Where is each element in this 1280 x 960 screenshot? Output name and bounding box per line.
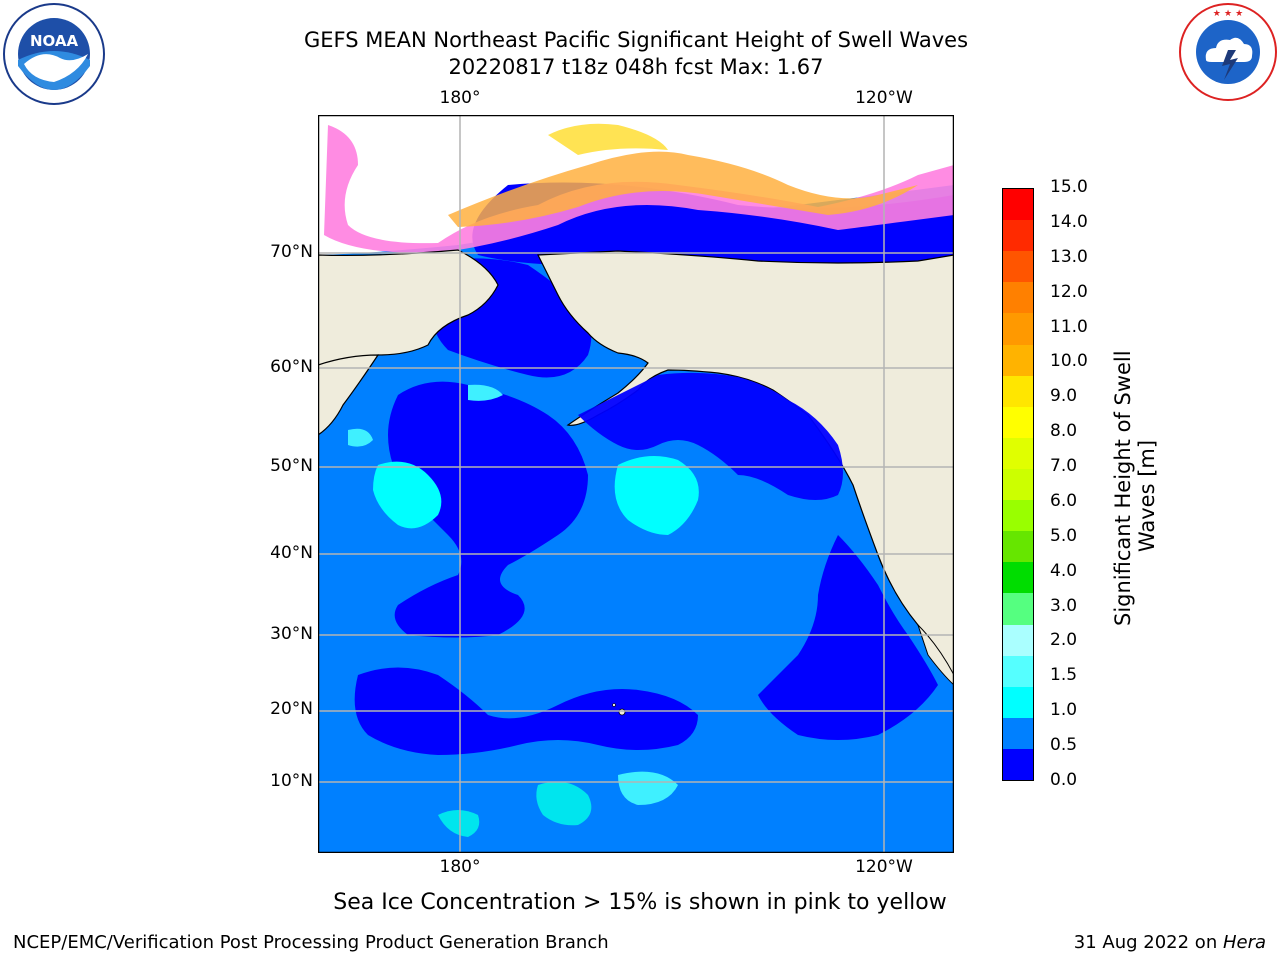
lon-label-top-180: 180° [439,88,481,108]
colorbar-swatch [1003,282,1033,314]
sea-ice-orange [448,151,918,227]
colorbar-swatch [1003,437,1033,469]
lat-label-50n: 50°N [270,456,313,476]
colorbar-tick-label: 5.0 [1050,525,1078,546]
colorbar-swatch [1003,624,1033,656]
map-subtitle: 20220817 t18z 048h fcst Max: 1.67 [448,55,824,79]
colorbar-tick-label: 0.5 [1050,735,1078,756]
lat-label-10n: 10°N [270,771,313,791]
colorbar-tick-label: 11.0 [1050,316,1088,337]
colorbar-tick-label: 2.0 [1050,630,1078,651]
colorbar-tick-label: 1.0 [1050,700,1078,721]
colorbar-tick-label: 3.0 [1050,595,1078,616]
east-pacific-low [758,535,938,740]
colorbar-tick-label: 8.0 [1050,421,1078,442]
colorbar-tick-label: 7.0 [1050,456,1078,477]
colorbar-swatch [1003,375,1033,407]
sea-ice-note: Sea Ice Concentration > 15% is shown in … [333,890,947,915]
lat-label-70n: 70°N [270,242,313,262]
colorbar-tick-label: 15.0 [1050,177,1088,197]
lat-label-60n: 60°N [270,357,313,377]
lat-label-40n: 40°N [270,543,313,563]
colorbar-swatch [1003,406,1033,438]
footer-date: 31 Aug 2022 on [1073,932,1223,953]
lon-label-bottom-180: 180° [439,857,481,877]
colorbar-swatch [1003,251,1033,283]
noaa-logo: NOAA [2,2,106,106]
land-kamchatka [317,354,380,437]
cyan-patch-se [618,771,678,805]
colorbar-swatch [1003,468,1033,501]
footer-right: 31 Aug 2022 on Hera [1074,932,1266,953]
svg-text:★ ★ ★: ★ ★ ★ [1213,9,1243,19]
colorbar-swatch [1003,655,1033,687]
lon-label-top-120w: 120°W [855,88,913,108]
colorbar-swatch [1003,593,1033,625]
cyan-patch-west [373,461,442,529]
land-north-america [537,250,955,677]
map-title: GEFS MEAN Northeast Pacific Significant … [303,28,969,52]
graticule [318,115,954,853]
map-canvas [317,114,955,854]
cyan-patch-sw [438,810,480,837]
lat-label-30n: 30°N [270,624,313,644]
subtropical-low [354,667,698,755]
central-pacific-low [388,381,588,638]
colorbar-tick-label: 10.0 [1050,351,1088,372]
map-frame [317,114,955,854]
cyan-patch-north [468,384,503,401]
colorbar-swatch [1003,531,1033,563]
colorbar-swatch [1003,344,1033,376]
map-panel [317,114,955,854]
nws-logo: ★ ★ ★ [1178,2,1278,102]
colorbar-tick-label: 14.0 [1050,211,1088,232]
colorbar-tick-label: 12.0 [1050,281,1088,302]
colorbar-tick-label: 1.5 [1050,665,1078,686]
colorbar-swatch [1003,686,1033,718]
cyan-patch-south [536,781,592,826]
colorbar-label-line2: Waves [m] [1135,439,1159,553]
colorbar-ticks: 15.0 14.0 13.0 12.0 11.0 10.0 9.0 8.0 7.0 6.0 5.0 4… [1046,177,1106,792]
colorbar-swatch [1003,748,1033,781]
colorbar-tick-label: 4.0 [1050,560,1078,581]
colorbar-tick-label: 6.0 [1050,490,1078,511]
colorbar-swatch [1003,717,1033,749]
cyan-patch-small [348,428,373,447]
colorbar-label-line1: Significant Height of Swell [1111,350,1135,626]
svg-text:NOAA: NOAA [30,32,79,50]
cyan-patch-central [614,456,699,535]
lon-label-bottom-120w: 120°W [855,857,913,877]
colorbar-swatch [1003,189,1033,221]
gulf-alaska-low [578,372,843,500]
sea-ice-yellow [548,123,668,155]
colorbar-swatch [1003,562,1033,594]
colorbar-swatch [1003,500,1033,532]
lat-label-20n: 20°N [270,699,313,719]
colorbar-swatch [1003,220,1033,252]
hawaii-island [618,708,626,716]
colorbar-label: Significant Height of Swell Waves [m] [1111,350,1159,626]
colorbar [1002,188,1034,781]
colorbar-swatch [1003,313,1033,345]
colorbar-tick-label: 9.0 [1050,386,1078,407]
footer-left: NCEP/EMC/Verification Post Processing Pr… [13,932,609,953]
colorbar-tick-label: 0.0 [1050,770,1078,790]
colorbar-tick-label: 13.0 [1050,246,1088,267]
footer-host: Hera [1222,932,1266,953]
